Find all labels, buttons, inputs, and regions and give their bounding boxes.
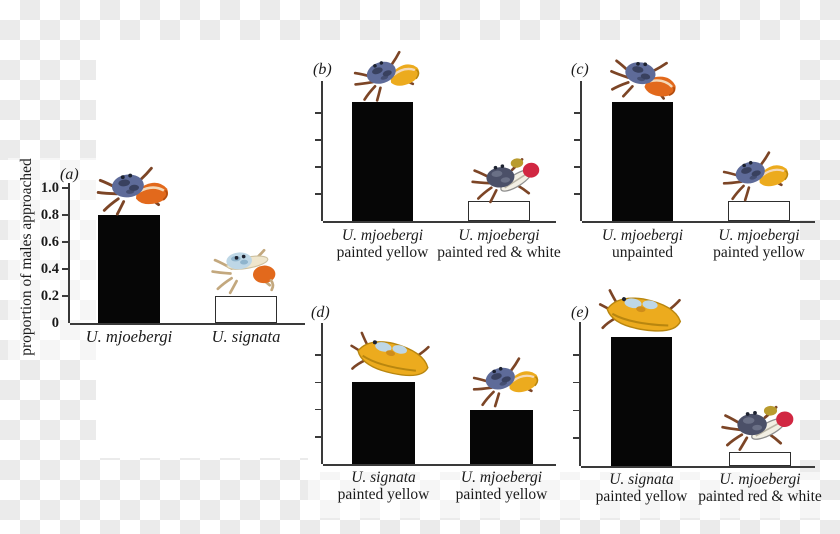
panel-c-y-tick: [573, 112, 581, 114]
panel-letter-d: (d): [311, 304, 330, 321]
panel-c-y-tick: [573, 193, 581, 195]
panel-b-y-tick: [314, 166, 322, 168]
panel-a-y-tick: [61, 214, 69, 216]
crab-photo-mjoebergi-painted-yellow: [710, 134, 800, 209]
panel-letter-a: (a): [60, 166, 79, 183]
panel-c-bar-1: [612, 102, 673, 221]
panel-b-y-tick: [314, 139, 322, 141]
panel-b-bar-2: [468, 201, 530, 221]
crab-photo-signata-unpainted: [204, 235, 288, 298]
panel-e-bar-1-label: U. signata painted yellow: [542, 471, 742, 505]
crab-photo-mjoebergi-unpainted: [88, 152, 178, 221]
crab-photo-mjoebergi-painted-yellow: [340, 33, 432, 111]
y-tick-label: 0.2: [40, 288, 59, 304]
species-name: U. mjoebergi: [460, 469, 543, 486]
panel-a-bar-2-label: U. signata: [146, 327, 346, 346]
bottom-labels-backdrop: [308, 472, 820, 518]
treatment-label: painted yellow: [595, 487, 688, 505]
panel-c-y-tick: [573, 166, 581, 168]
crab-photo-mjoebergi-painted-red-white: [463, 144, 546, 208]
panel-e-x-axis: [581, 466, 815, 468]
panel-c-y-axis: [580, 81, 582, 221]
crab-photo-signata-painted-yellow: [589, 271, 693, 352]
panel-a-bar-1-label: U. mjoebergi: [29, 327, 229, 346]
species-name: U. mjoebergi: [601, 227, 684, 244]
panel-a-y-axis: [68, 183, 70, 323]
treatment-label: painted yellow: [337, 485, 430, 503]
treatment-label: painted red & white: [437, 243, 561, 261]
species-name: U. signata: [211, 327, 281, 346]
panel-c-bar-1-label: U. mjoebergi unpainted: [543, 227, 743, 261]
panel-c-bar-2: [728, 201, 790, 221]
treatment-label: painted red & white: [698, 487, 822, 505]
panel-b-bar-1-label: U. mjoebergi painted yellow: [283, 227, 483, 261]
panel-letter-c: (c): [571, 61, 589, 78]
crab-photo-mjoebergi-unpainted: [601, 40, 690, 111]
species-name: U. signata: [351, 469, 416, 486]
panel-a-y-tick: [61, 241, 69, 243]
panel-b-x-axis: [323, 221, 556, 223]
crab-photo-mjoebergi-painted-red-white: [715, 393, 799, 455]
panel-e-bar-1: [611, 337, 672, 466]
species-name: U. mjoebergi: [718, 227, 800, 244]
panel-d-x-axis: [323, 464, 556, 466]
panel-d-bar-2-label: U. mjoebergi painted yellow: [402, 469, 602, 503]
panel-letter-b: (b): [313, 61, 332, 78]
panel-b-bar-2-label: U. mjoebergi painted red & white: [399, 227, 599, 261]
panel-d-y-tick: [314, 436, 322, 438]
panel-d-y-tick: [314, 381, 322, 384]
panel-a-y-tick: [61, 187, 69, 189]
panel-e-y-tick: [572, 409, 580, 412]
crab-photo-signata-painted-yellow: [339, 313, 443, 397]
panel-d-y-tick: [314, 408, 322, 411]
panel-d-bar-1-label: U. signata painted yellow: [284, 469, 484, 503]
panel-d-bar-2: [470, 410, 533, 464]
y-tick-label: 0.4: [40, 261, 59, 277]
crab-photo-mjoebergi-painted-yellow: [460, 340, 550, 415]
panel-letter-e: (e): [571, 304, 589, 321]
panel-b-bar-1: [352, 102, 413, 221]
panel-c-bar-2-label: U. mjoebergi painted yellow: [659, 227, 840, 261]
panel-a-y-tick: [61, 295, 69, 297]
species-name: U. mjoebergi: [719, 471, 801, 488]
y-tick-label: 1.0: [40, 180, 59, 196]
species-name: U. signata: [609, 471, 674, 488]
panel-a-x-axis: [70, 323, 305, 325]
y-tick-label: 0: [51, 315, 59, 331]
y-tick-label: 0.8: [40, 207, 59, 223]
panel-e-y-tick: [572, 381, 580, 384]
y-tick-label: 0.6: [40, 234, 59, 250]
treatment-label: unpainted: [611, 243, 674, 261]
panel-e-y-tick: [572, 354, 580, 356]
treatment-label: painted yellow: [455, 485, 548, 503]
panel-c-x-axis: [582, 221, 815, 223]
panel-e-bar-2-label: U. mjoebergi painted red & white: [660, 471, 840, 505]
species-name: U. mjoebergi: [85, 327, 173, 346]
panel-a-y-tick: [61, 268, 69, 270]
species-name: U. mjoebergi: [341, 227, 424, 244]
panel-e-bar-2: [729, 452, 791, 466]
panel-d-y-tick: [314, 354, 322, 356]
panel-e-y-axis: [579, 322, 581, 466]
treatment-label: painted yellow: [713, 243, 805, 261]
panel-b-y-tick: [314, 193, 322, 195]
panel-a-bar-1: [98, 215, 160, 323]
panel-c-y-tick: [573, 139, 581, 141]
panel-d-y-axis: [321, 323, 323, 464]
species-name: U. mjoebergi: [458, 227, 540, 244]
treatment-label: painted yellow: [336, 243, 429, 261]
yaxis-label-backdrop: [8, 158, 96, 360]
panel-b-y-tick: [314, 112, 322, 114]
panel-b-y-axis: [321, 81, 323, 221]
panel-d-bar-1: [352, 382, 415, 464]
panel-e-y-tick: [572, 437, 580, 439]
panel-a-bar-2: [215, 296, 277, 323]
